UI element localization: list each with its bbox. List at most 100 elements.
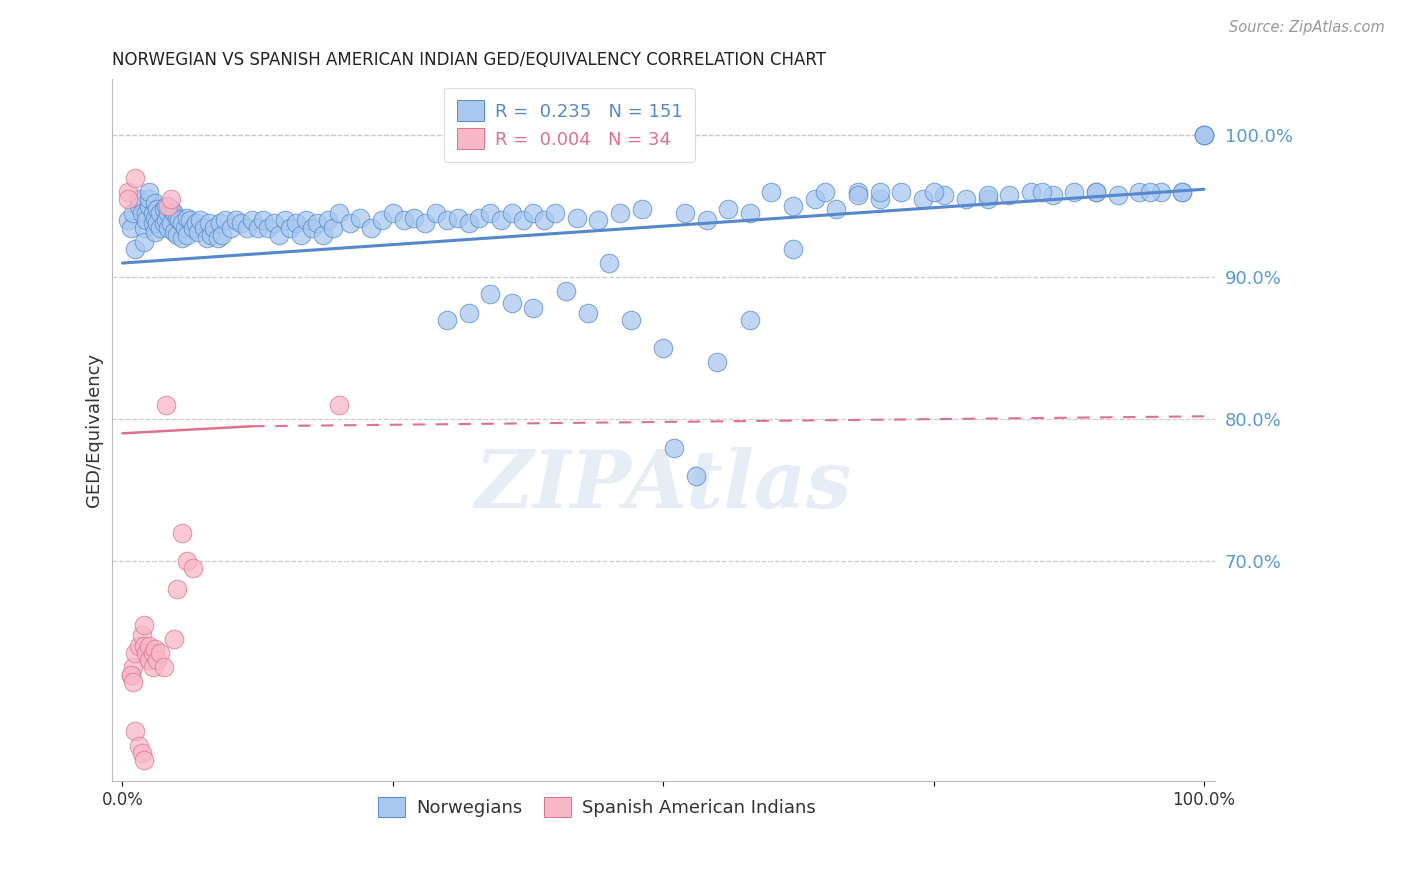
Point	[156, 206, 179, 220]
Point	[911, 192, 934, 206]
Point	[328, 398, 350, 412]
Point	[219, 220, 242, 235]
Point	[163, 632, 186, 646]
Point	[662, 441, 685, 455]
Point	[717, 202, 740, 216]
Point	[131, 628, 153, 642]
Point	[620, 313, 643, 327]
Point	[252, 213, 274, 227]
Point	[381, 206, 404, 220]
Point	[489, 213, 512, 227]
Point	[176, 227, 198, 242]
Point	[328, 206, 350, 220]
Point	[124, 646, 146, 660]
Point	[1084, 185, 1107, 199]
Point	[998, 188, 1021, 202]
Point	[152, 202, 174, 216]
Point	[155, 213, 177, 227]
Point	[738, 313, 761, 327]
Point	[138, 185, 160, 199]
Point	[1171, 185, 1194, 199]
Point	[155, 398, 177, 412]
Point	[149, 220, 172, 235]
Point	[184, 216, 207, 230]
Point	[170, 230, 193, 244]
Point	[436, 213, 458, 227]
Point	[316, 213, 339, 227]
Point	[135, 646, 157, 660]
Point	[1084, 185, 1107, 199]
Point	[501, 206, 523, 220]
Point	[257, 220, 280, 235]
Point	[246, 220, 269, 235]
Point	[160, 202, 183, 216]
Point	[565, 211, 588, 225]
Point	[128, 192, 150, 206]
Point	[1171, 185, 1194, 199]
Point	[404, 211, 426, 225]
Point	[738, 206, 761, 220]
Point	[152, 660, 174, 674]
Point	[160, 192, 183, 206]
Point	[146, 216, 169, 230]
Point	[200, 227, 222, 242]
Point	[143, 642, 166, 657]
Point	[135, 206, 157, 220]
Point	[149, 206, 172, 220]
Point	[1192, 128, 1215, 143]
Point	[457, 306, 479, 320]
Point	[922, 185, 945, 199]
Point	[231, 216, 253, 230]
Point	[869, 185, 891, 199]
Point	[138, 199, 160, 213]
Point	[846, 188, 869, 202]
Point	[170, 525, 193, 540]
Point	[1031, 185, 1053, 199]
Point	[132, 618, 155, 632]
Point	[1150, 185, 1173, 199]
Point	[1042, 188, 1064, 202]
Point	[142, 646, 165, 660]
Point	[128, 739, 150, 753]
Point	[1063, 185, 1085, 199]
Point	[322, 220, 344, 235]
Point	[181, 561, 204, 575]
Point	[132, 639, 155, 653]
Point	[977, 192, 1000, 206]
Point	[685, 469, 707, 483]
Point	[846, 185, 869, 199]
Text: NORWEGIAN VS SPANISH AMERICAN INDIAN GED/EQUIVALENCY CORRELATION CHART: NORWEGIAN VS SPANISH AMERICAN INDIAN GED…	[111, 51, 825, 69]
Point	[124, 170, 146, 185]
Point	[782, 242, 804, 256]
Point	[163, 206, 186, 220]
Point	[436, 313, 458, 327]
Point	[501, 295, 523, 310]
Point	[512, 213, 534, 227]
Point	[588, 213, 610, 227]
Point	[295, 213, 318, 227]
Point	[214, 213, 236, 227]
Point	[143, 196, 166, 211]
Point	[522, 206, 544, 220]
Point	[131, 746, 153, 760]
Point	[138, 653, 160, 667]
Point	[128, 639, 150, 653]
Point	[122, 660, 145, 674]
Text: Source: ZipAtlas.com: Source: ZipAtlas.com	[1229, 20, 1385, 35]
Point	[339, 216, 361, 230]
Point	[122, 206, 145, 220]
Point	[166, 211, 188, 225]
Point	[143, 211, 166, 225]
Point	[149, 646, 172, 660]
Point	[413, 216, 436, 230]
Point	[609, 206, 631, 220]
Point	[176, 554, 198, 568]
Point	[1128, 185, 1150, 199]
Point	[652, 341, 675, 355]
Point	[311, 227, 333, 242]
Point	[598, 256, 620, 270]
Point	[425, 206, 447, 220]
Point	[392, 213, 415, 227]
Point	[176, 211, 198, 225]
Point	[179, 213, 201, 227]
